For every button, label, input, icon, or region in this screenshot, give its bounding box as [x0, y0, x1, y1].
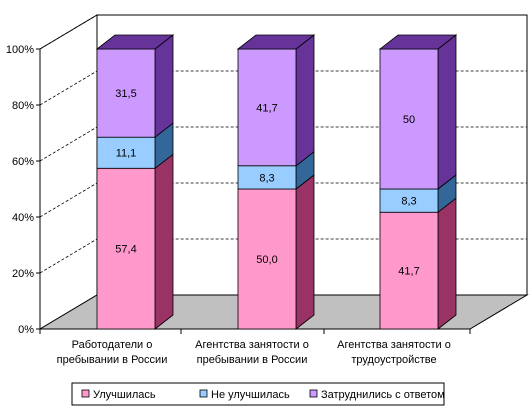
bar-segment: 41,7 [237, 34, 315, 167]
bar-segment: 50,0 [237, 174, 315, 330]
data-label: 8,3 [401, 196, 416, 208]
data-label: 8,3 [259, 172, 274, 184]
legend-item: Затруднились с ответом [309, 389, 445, 401]
bar-side [437, 197, 457, 330]
data-label: 41,7 [398, 266, 419, 278]
y-axis-ticks: 0% 20% 40% 60% 80% 100% [6, 44, 471, 336]
legend: Улучшилась Не улучшилась Затруднились с от… [71, 382, 445, 406]
bars: 57,4 11,1 31,5 50,0 8,3 41,7 41,7 8,3 50 [95, 34, 458, 330]
bar-front [96, 136, 156, 169]
y-tick-label: 0% [18, 324, 34, 336]
bar-front [379, 211, 439, 330]
x-category-label: Работодатели о пребывании в России [57, 339, 168, 366]
data-label: 11,1 [116, 148, 137, 160]
bar-stack: 41,7 8,3 50 [378, 34, 458, 330]
bar-top [95, 34, 175, 50]
legend-label: Затруднились с ответом [321, 389, 445, 401]
bar-segment: 50 [379, 34, 457, 190]
bar-stack: 50,0 8,3 41,7 [236, 34, 316, 330]
data-label: 57,4 [115, 244, 136, 256]
bar-segment: 11,1 [96, 122, 174, 170]
bar-side [437, 34, 457, 190]
bar-side [295, 34, 315, 167]
bar-side [154, 153, 174, 330]
side-wall [39, 14, 98, 330]
bar-segment: 31,5 [96, 34, 174, 139]
data-label: 50,0 [256, 254, 277, 266]
y-tick-label: 60% [12, 156, 34, 168]
data-label: 50 [403, 114, 415, 126]
legend-box [71, 382, 445, 406]
x-category-label: Агентства занятости о трудоустройстве [337, 339, 451, 366]
bar-segment: 41,7 [379, 197, 457, 330]
legend-swatch [199, 389, 208, 398]
y-tick-label: 40% [12, 212, 34, 224]
bar-side [295, 174, 315, 330]
x-category-label: Агентства занятости о пребывании в России [195, 339, 309, 366]
bar-front [237, 188, 297, 330]
bar-front [96, 48, 156, 138]
y-tick-label: 100% [6, 44, 34, 56]
bar-top [236, 34, 316, 50]
x-axis-categories: Работодатели о пребывании в России Агентст… [57, 339, 451, 366]
data-label: 31,5 [115, 88, 136, 100]
y-tick-label: 80% [12, 100, 34, 112]
bar-segment: 8,3 [237, 150, 315, 190]
legend-item: Не улучшилась [199, 389, 290, 401]
legend-swatch [309, 389, 318, 398]
legend-label: Не улучшилась [211, 389, 290, 401]
data-label: 41,7 [256, 102, 277, 114]
bar-top [378, 34, 458, 50]
gridline [39, 14, 527, 50]
legend-label: Улучшилась [93, 389, 156, 401]
bar-stack: 57,4 11,1 31,5 [95, 34, 175, 330]
y-tick-label: 20% [12, 268, 34, 280]
bar-segment: 57,4 [96, 153, 174, 330]
legend-item: Улучшилась [81, 389, 156, 401]
legend-swatch [81, 389, 90, 398]
bar-front [379, 48, 439, 190]
bar-front [96, 167, 156, 330]
bar-side [154, 34, 174, 139]
